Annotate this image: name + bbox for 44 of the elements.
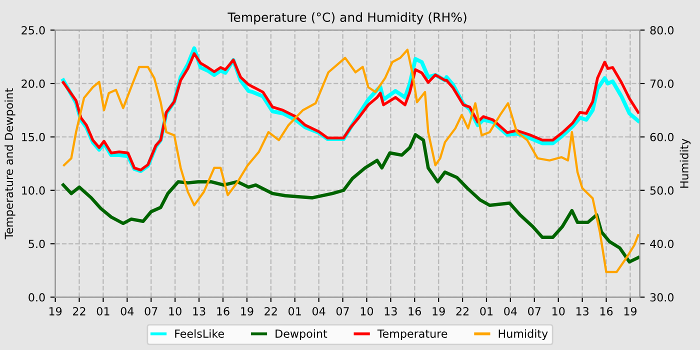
x-tick-label: 01: [288, 307, 301, 316]
x-tick-label: 19: [49, 307, 62, 316]
x-tick-label: 22: [456, 307, 468, 316]
x-tick-label: 16: [217, 307, 230, 316]
y-tick-label: 0.0: [28, 293, 45, 302]
x-tick-label: 07: [336, 307, 349, 316]
y2-tick-label: 30.0: [650, 293, 674, 302]
y2-tick-label: 40.0: [650, 240, 674, 248]
x-tick-label: 13: [193, 307, 206, 316]
y2-tick-label: 60.0: [650, 132, 674, 142]
y-tick-label: 20.0: [22, 79, 45, 88]
y2-tick-label: 50.0: [650, 186, 674, 195]
legend-label: Dewpoint: [276, 329, 328, 340]
x-tick-label: 04: [504, 307, 517, 316]
y2-tick-label: 80.0: [650, 26, 674, 34]
x-tick-label: 13: [384, 307, 397, 316]
x-tick-label: 07: [528, 307, 541, 316]
legend-label: FeelsLike: [175, 329, 224, 338]
x-tick-label: 19: [432, 307, 445, 316]
x-tick-label: 01: [96, 307, 110, 316]
y2-axis-title: Humidity: [680, 138, 691, 188]
x-tick-label: 16: [408, 307, 421, 316]
x-tick-label: 10: [360, 307, 374, 316]
x-tick-label: 19: [241, 307, 254, 316]
y-tick-label: 25.0: [22, 26, 45, 34]
legend-label: Humidity: [498, 329, 548, 340]
y-tick-label: 10.0: [22, 186, 45, 195]
x-tick-label: 10: [552, 307, 565, 316]
x-tick-label: 07: [144, 307, 158, 316]
x-tick-label: 19: [624, 307, 637, 316]
x-tick-label: 04: [312, 307, 326, 316]
y-tick-label: 15.0: [22, 132, 45, 142]
x-tick-label: 10: [169, 307, 182, 316]
x-tick-label: 22: [73, 307, 86, 316]
x-tick-label: 13: [576, 307, 588, 316]
x-tick-label: 01: [480, 307, 493, 316]
x-tick-label: 04: [120, 307, 134, 316]
x-tick-label: 16: [600, 307, 613, 316]
legend-label: Temperature: [377, 330, 448, 340]
y-axis-title: Temperature and Dewpoint: [4, 88, 16, 240]
y2-tick-label: 70.0: [650, 79, 674, 88]
y-tick-label: 5.0: [28, 240, 45, 248]
x-tick-label: 22: [264, 307, 277, 316]
chart-title: Temperature (°C) and Humidity (RH%): [228, 12, 466, 24]
